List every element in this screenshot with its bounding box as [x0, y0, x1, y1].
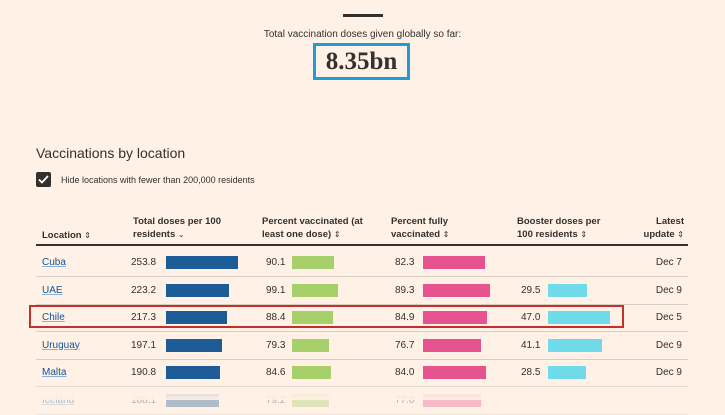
latest-update-value: Dec 5	[655, 312, 682, 323]
fully-bar	[423, 283, 490, 297]
header-divider	[36, 244, 688, 246]
column-header-fully-vaccinated[interactable]: Percent fully vaccinated ⇕	[391, 215, 471, 241]
sort-icon: ⇕	[677, 230, 684, 239]
top-divider	[343, 14, 383, 17]
column-header-label: Percent fully vaccinated	[391, 216, 449, 240]
booster-bar	[548, 283, 587, 297]
total-bar	[166, 311, 227, 324]
location-link[interactable]: Uruguay	[42, 339, 80, 351]
total-doses-value: 8.35bn	[313, 43, 410, 80]
table-row: Uruguay 197.1 79.3 76.7 41.1 Dec 9	[36, 332, 688, 360]
total-bar	[166, 283, 229, 297]
booster-value: 28.5	[521, 367, 541, 378]
location-link[interactable]: UAE	[42, 284, 63, 296]
one_dose-value: 99.1	[266, 284, 286, 296]
fully-value: 82.3	[395, 257, 415, 268]
total-value: 223.2	[131, 284, 157, 296]
fully-value: 89.3	[395, 284, 415, 296]
table-row: UAE 223.2 99.1 89.3 29.5 Dec 9	[36, 277, 688, 305]
fully-value: 84.0	[395, 367, 415, 378]
table-row: Cuba 253.8 90.1 82.3 Dec 7	[36, 249, 688, 277]
latest-update-value: Dec 9	[655, 284, 682, 296]
one_dose-value: 84.6	[266, 367, 286, 378]
sort-icon: ⇕	[442, 230, 450, 239]
one_dose-bar	[292, 283, 338, 297]
latest-update-value: Dec 9	[655, 367, 682, 378]
one_dose-value: 90.1	[266, 257, 286, 268]
checkmark-icon	[38, 175, 49, 184]
hide-small-locations-checkbox[interactable]	[36, 172, 51, 187]
total-value: 190.8	[131, 367, 157, 378]
column-header-label: Booster doses per 100 residents	[517, 216, 601, 240]
location-link[interactable]: Malta	[42, 367, 67, 378]
total-value: 253.8	[131, 257, 157, 268]
column-header-label: Latest update	[643, 216, 684, 240]
booster-value: 47.0	[521, 312, 541, 323]
total-value: 197.1	[131, 339, 157, 351]
hide-small-locations-label: Hide locations with fewer than 200,000 r…	[61, 175, 255, 185]
column-header-one-dose[interactable]: Percent vaccinated (at least one dose) ⇕	[262, 215, 382, 241]
section-title: Vaccinations by location	[36, 145, 186, 161]
highlight-box	[29, 305, 624, 328]
scroll-fade	[0, 383, 725, 400]
total-doses-label: Total vaccination doses given globally s…	[263, 29, 462, 40]
booster-value: 29.5	[521, 284, 541, 296]
column-header-label: Total doses per 100 residents	[133, 216, 221, 240]
sort-icon: ⇕	[580, 230, 588, 239]
booster-value: 41.1	[521, 339, 541, 351]
fully-value: 76.7	[395, 339, 415, 351]
one_dose-bar	[292, 311, 333, 324]
sort-icon: ⇕	[84, 231, 91, 240]
table-row: Chile 217.3 88.4 84.9 47.0 Dec 5	[36, 304, 688, 332]
fully-bar	[423, 366, 486, 379]
sort-icon: ⇕	[333, 230, 341, 239]
sort-descending-icon: ⌄	[177, 230, 185, 239]
booster-bar	[548, 311, 610, 324]
one_dose-value: 88.4	[266, 312, 286, 323]
column-header-label: Location	[42, 230, 82, 241]
one_dose-bar	[292, 256, 334, 269]
column-header-booster[interactable]: Booster doses per 100 residents ⇕	[517, 215, 617, 241]
total-bar	[166, 256, 238, 269]
total-bar	[166, 338, 222, 352]
fully-bar	[423, 256, 485, 269]
column-header-label: Percent vaccinated (at least one dose)	[262, 216, 363, 240]
latest-update-value: Dec 9	[655, 339, 682, 351]
column-header-total-doses[interactable]: Total doses per 100 residents ⌄	[133, 215, 248, 241]
one_dose-bar	[292, 366, 331, 379]
fully-value: 84.9	[395, 312, 415, 323]
total-bar	[166, 366, 220, 379]
total-value: 217.3	[131, 312, 157, 323]
latest-update-value: Dec 7	[655, 257, 682, 268]
location-link[interactable]: Chile	[42, 312, 65, 323]
one_dose-value: 79.3	[266, 339, 286, 351]
booster-bar	[548, 366, 586, 379]
column-header-location[interactable]: Location ⇕	[42, 229, 91, 242]
column-header-latest-update[interactable]: Latest update ⇕	[640, 215, 684, 241]
location-link[interactable]: Cuba	[42, 257, 66, 268]
booster-bar	[548, 338, 602, 352]
fully-bar	[423, 338, 481, 352]
one_dose-bar	[292, 338, 329, 352]
fully-bar	[423, 311, 487, 324]
